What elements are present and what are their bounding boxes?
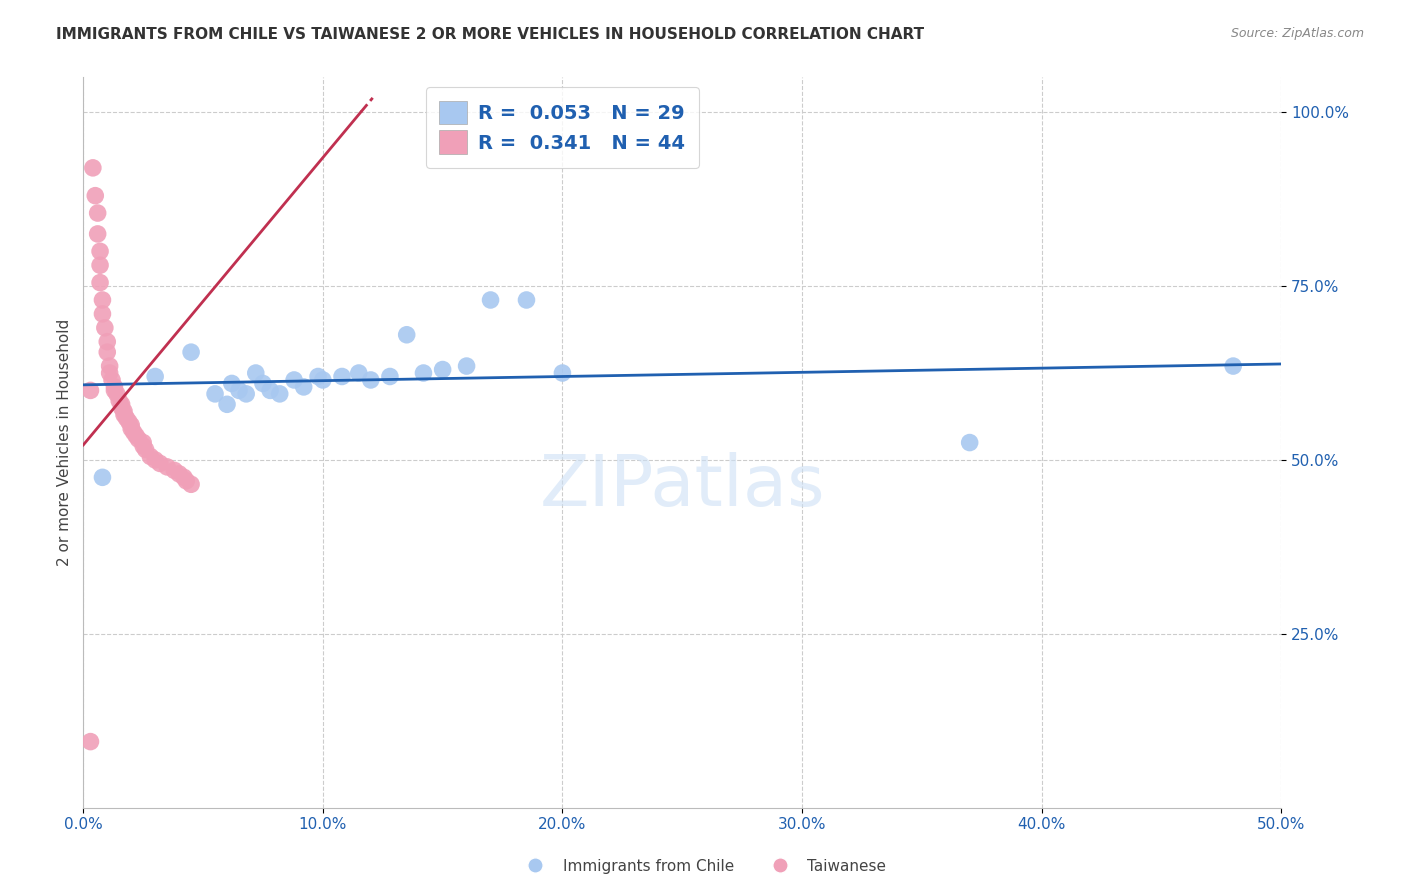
Point [120,422,142,436]
Point [127,432,149,446]
Text: Source: ZipAtlas.com: Source: ZipAtlas.com [1230,27,1364,40]
Point [228,384,250,398]
Point [283,373,305,387]
Point [156,459,179,474]
Point [245,366,267,380]
Point [180,477,202,491]
Point [347,366,370,380]
Point [395,327,418,342]
Point [215,397,238,411]
Point [292,380,315,394]
Y-axis label: 2 or more Vehicles in Household: 2 or more Vehicles in Household [58,319,72,566]
Point [79,734,101,748]
Point [135,442,157,457]
Point [330,369,353,384]
Point [143,369,166,384]
Point [180,345,202,359]
Point [515,293,537,307]
Point [125,428,148,442]
Point [98,366,121,380]
Point [105,387,128,401]
Point [149,457,172,471]
Point [252,376,274,391]
Point [221,376,243,391]
Point [143,453,166,467]
Point [412,366,434,380]
Point [82,161,104,175]
Point [479,293,502,307]
Point [132,439,155,453]
Point [112,404,135,418]
Point [167,467,190,481]
Point [91,307,114,321]
Point [101,373,124,387]
Point [176,474,198,488]
Point [86,206,108,220]
Point [89,276,111,290]
Point [139,450,162,464]
Point [120,418,142,433]
Point [432,362,454,376]
Point [132,435,155,450]
Point [122,425,145,439]
Legend: R =  0.053   N = 29, R =  0.341   N = 44: R = 0.053 N = 29, R = 0.341 N = 44 [426,87,699,168]
Point [84,188,107,202]
Point [96,345,118,359]
Point [312,373,335,387]
Point [91,293,114,307]
Point [96,334,118,349]
Point [259,384,281,398]
Point [456,359,478,373]
Text: ZIPatlas: ZIPatlas [540,452,825,521]
Point [163,463,186,477]
Point [79,384,101,398]
Point [108,393,131,408]
Point [115,411,138,425]
Point [204,387,226,401]
Point [118,415,141,429]
Point [91,470,114,484]
Text: IMMIGRANTS FROM CHILE VS TAIWANESE 2 OR MORE VEHICLES IN HOUSEHOLD CORRELATION C: IMMIGRANTS FROM CHILE VS TAIWANESE 2 OR … [56,27,924,42]
Legend: Immigrants from Chile, Taiwanese: Immigrants from Chile, Taiwanese [513,853,893,880]
Point [112,408,135,422]
Point [1222,359,1244,373]
Point [86,227,108,241]
Point [378,369,401,384]
Point [269,387,291,401]
Point [103,384,125,398]
Point [235,387,257,401]
Point [307,369,329,384]
Point [103,380,125,394]
Point [360,373,382,387]
Point [551,366,574,380]
Point [111,397,134,411]
Point [111,401,134,415]
Point [89,244,111,259]
Point [959,435,981,450]
Point [98,359,121,373]
Point [173,470,195,484]
Point [89,258,111,272]
Point [94,320,117,334]
